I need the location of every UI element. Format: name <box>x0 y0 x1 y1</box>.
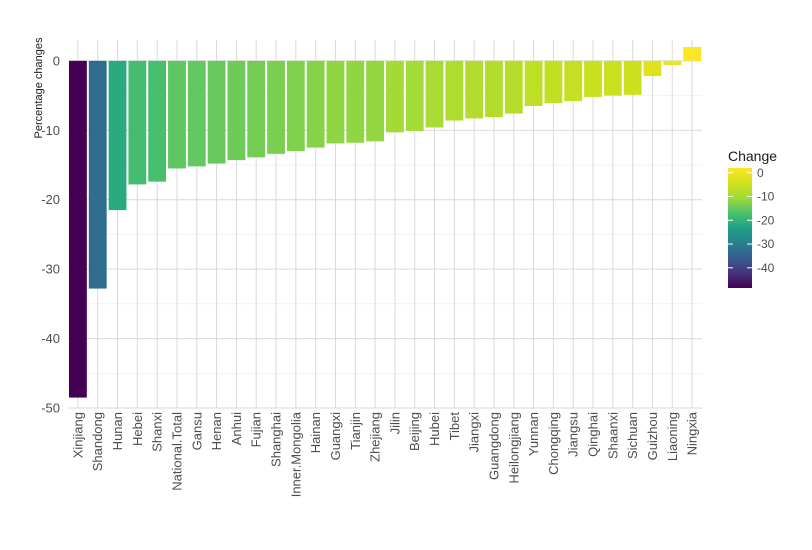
y-tick-label: -40 <box>41 331 60 346</box>
legend-colorbar <box>728 168 752 288</box>
bar-qinghai <box>584 60 602 97</box>
bar-jilin <box>385 60 404 133</box>
x-tick-label: Hainan <box>308 412 323 453</box>
bar-heilongjiang <box>504 60 523 114</box>
x-tick-label: Shandong <box>90 412 105 471</box>
bar-liaoning <box>663 60 682 65</box>
y-tick-label: -30 <box>41 262 60 277</box>
bar-jiangsu <box>564 60 583 102</box>
bar-guizhou <box>643 60 662 77</box>
bar-fujian <box>247 60 266 158</box>
legend: Change 0 -10 -20 -30 -40 <box>728 148 777 288</box>
y-axis-label: Percentage changes <box>33 37 45 138</box>
legend-tick-label: -30 <box>757 237 775 251</box>
x-tick-label: Tibet <box>447 412 462 441</box>
bar-hunan <box>108 60 127 211</box>
bar-yunnan <box>524 60 543 106</box>
x-tick-label: Hebei <box>130 412 145 446</box>
x-tick-label: Shanxi <box>150 412 165 452</box>
bar-zhejiang <box>366 60 385 142</box>
x-tick-label: Shaanxi <box>605 412 620 459</box>
x-tick-label: Chongqing <box>546 412 561 475</box>
x-tick-label: Shanghai <box>269 412 284 467</box>
x-tick-label: Jiangsu <box>566 412 581 457</box>
bar-hubei <box>425 60 444 128</box>
bar-shaanxi <box>603 60 622 96</box>
x-tick-label: Jiangxi <box>467 412 482 453</box>
x-tick-label: Jilin <box>387 412 402 434</box>
legend-tick-label: 0 <box>757 166 764 180</box>
y-tick-label: 0 <box>53 53 60 68</box>
x-tick-label: Yunnan <box>526 412 541 456</box>
x-tick-label: Guizhou <box>645 412 660 460</box>
x-tick-label: Sichuan <box>625 412 640 459</box>
y-tick-label: -20 <box>41 192 60 207</box>
y-tick-label: -50 <box>41 401 60 416</box>
bar-xinjiang <box>68 60 87 398</box>
x-tick-label: Ningxia <box>685 411 700 455</box>
bar-shanghai <box>267 60 285 154</box>
bar-inner-mongolia <box>286 60 305 152</box>
bar-beijing <box>405 60 424 131</box>
x-tick-label: Fujian <box>249 412 264 447</box>
x-tick-label: Guangdong <box>486 412 501 480</box>
x-tick-label: Zhejiang <box>368 412 383 462</box>
x-tick-label: Heilongjiang <box>506 412 521 484</box>
bar-hainan <box>306 60 325 148</box>
bar-hebei <box>128 60 147 185</box>
legend-tick-label: -20 <box>757 213 775 227</box>
x-axis-ticks: Xinjiang Shandong Hunan Hebei Shanxi National… <box>70 411 699 497</box>
x-tick-label: National.Total <box>169 412 184 491</box>
bar-tianjin <box>346 60 365 143</box>
x-tick-label: Qinghai <box>586 412 601 457</box>
bar-guangxi <box>326 60 345 144</box>
bar-sichuan <box>623 60 642 95</box>
bars <box>68 46 702 398</box>
y-axis-ticks: 0 -10 -20 -30 -40 -50 <box>41 53 60 415</box>
x-tick-label: Hunan <box>110 412 125 450</box>
legend-tick-label: -40 <box>757 261 775 275</box>
bar-tibet <box>445 60 464 121</box>
x-tick-label: Inner.Mongolia <box>288 411 303 497</box>
bar-shandong <box>88 60 107 289</box>
x-tick-label: Anhui <box>229 412 244 445</box>
bar-anhui <box>227 60 246 161</box>
x-tick-label: Gansu <box>189 412 204 450</box>
bar-shanxi <box>148 60 167 182</box>
bar-chongqing <box>544 60 563 104</box>
legend-title: Change <box>728 148 777 164</box>
x-tick-label: Liaoning <box>665 412 680 461</box>
x-tick-label: Henan <box>209 412 224 450</box>
bar-gansu <box>187 60 206 167</box>
x-tick-label: Tianjin <box>348 412 363 450</box>
x-tick-label: Beijing <box>407 412 422 451</box>
bar-henan <box>207 60 226 164</box>
legend-tick-label: -10 <box>757 190 775 204</box>
x-tick-label: Guangxi <box>328 412 343 461</box>
y-tick-label: -10 <box>41 123 60 138</box>
x-tick-label: Xinjiang <box>70 412 85 458</box>
bar-ningxia <box>683 46 702 61</box>
bar-jiangxi <box>465 60 484 119</box>
bar-guangdong <box>485 60 503 118</box>
x-tick-label: Hubei <box>427 412 442 446</box>
bar-national-total <box>168 60 186 169</box>
